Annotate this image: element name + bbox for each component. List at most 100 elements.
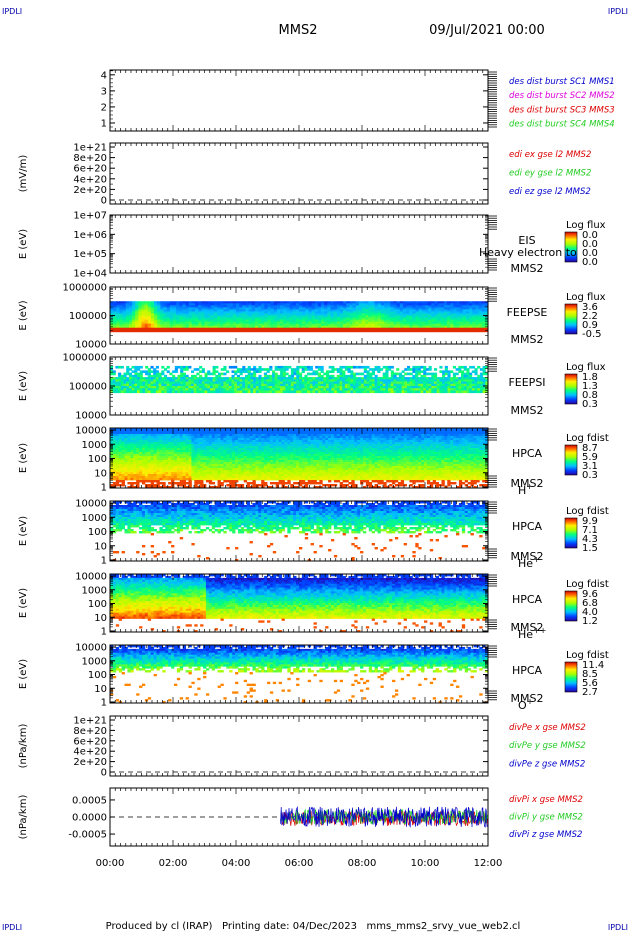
spectrogram-cell xyxy=(236,368,240,371)
spectrogram-cell xyxy=(217,303,221,306)
spectrogram-cell xyxy=(136,478,140,481)
spectrogram-cell xyxy=(127,446,131,449)
y-tick-label: 1000000 xyxy=(62,283,107,294)
spectrogram-cell xyxy=(139,381,143,385)
spectrogram-cell xyxy=(133,444,137,447)
spectrogram-cell xyxy=(209,377,213,380)
spectrogram-cell xyxy=(171,442,175,445)
spectrogram-cell xyxy=(311,305,316,308)
spectrogram-cell xyxy=(346,327,350,331)
spectrogram-cell xyxy=(385,370,389,374)
spectrogram-cell xyxy=(305,303,309,306)
spectrogram-cell xyxy=(188,301,193,304)
spectrogram-cell xyxy=(415,377,419,380)
spectrogram-cell xyxy=(326,372,330,376)
spectrogram-cell xyxy=(132,311,136,314)
spectrogram-cell xyxy=(145,365,149,369)
spectrogram-cell xyxy=(144,456,149,459)
spectrogram-cell xyxy=(404,377,408,380)
spectrogram-cell xyxy=(355,390,359,394)
spectrogram-cell xyxy=(136,482,140,485)
spectrogram-cell xyxy=(366,365,370,369)
spectrogram-cell xyxy=(121,456,125,459)
spectrogram-cell xyxy=(463,386,467,389)
spectrogram-cell xyxy=(466,368,470,371)
spectrogram-cell xyxy=(308,319,312,323)
spectrogram-cell xyxy=(475,303,479,306)
spectrogram-cell xyxy=(239,388,243,391)
spectrogram-cell xyxy=(339,325,344,329)
spectrogram-cell xyxy=(315,377,319,380)
spectrogram-cell xyxy=(144,448,149,451)
spectrogram-cell xyxy=(409,368,413,371)
spectrogram-cell xyxy=(456,313,461,316)
spectrogram-cell xyxy=(371,323,375,327)
spectrogram-cell xyxy=(425,303,429,306)
spectrogram-cell xyxy=(358,305,363,308)
spectrogram-cell xyxy=(124,472,128,475)
spectrogram-cell xyxy=(305,307,309,310)
spectrogram-cell xyxy=(112,444,117,447)
spectrogram-cell xyxy=(141,448,146,451)
spectrogram-cell xyxy=(456,301,461,304)
spectrogram-cell xyxy=(154,303,158,306)
spectrogram-cell xyxy=(374,379,378,382)
spectrogram-cell xyxy=(482,390,486,394)
spectrogram-cell xyxy=(299,323,303,327)
spectrogram-cell xyxy=(133,464,137,467)
spectrogram-cell xyxy=(276,325,281,329)
spectrogram-cell xyxy=(199,379,203,382)
spectrogram-cell xyxy=(119,301,123,304)
spectrogram-cell xyxy=(420,377,424,380)
spectrogram-cell xyxy=(128,323,133,327)
spectrogram-cell xyxy=(162,434,166,437)
spectrogram-cell xyxy=(158,379,162,382)
spectrogram-cell xyxy=(366,377,370,380)
spectrogram-cell xyxy=(144,466,149,469)
spectrogram-cell xyxy=(115,444,120,447)
spectrogram-cell xyxy=(185,323,190,327)
spectrogram-cell xyxy=(164,383,168,387)
spectrogram-cell xyxy=(185,327,190,331)
spectrogram-cell xyxy=(264,309,268,312)
spectrogram-cell xyxy=(425,307,429,310)
spectrogram-cell xyxy=(342,388,346,391)
spectrogram-cell xyxy=(218,388,222,391)
spectrogram-cell xyxy=(272,374,276,378)
spectrogram-cell xyxy=(195,311,199,314)
spectrogram-cell xyxy=(242,325,246,329)
spectrogram-cell xyxy=(355,315,360,318)
spectrogram-cell xyxy=(177,390,181,394)
spectrogram-cell xyxy=(236,319,240,323)
spectrogram-cell xyxy=(331,383,335,387)
spectrogram-cell xyxy=(374,307,379,310)
y-tick-label: 4 xyxy=(101,70,107,81)
spectrogram-cell xyxy=(226,307,231,310)
spectrogram-cell xyxy=(144,444,149,447)
spectrogram-cell xyxy=(396,390,400,394)
spectrogram-cell xyxy=(250,368,254,371)
spectrogram-cell xyxy=(333,315,338,318)
spectrogram-cell xyxy=(280,381,284,385)
spectrogram-cell xyxy=(210,323,215,327)
spectrogram-cell xyxy=(276,303,281,306)
spectrogram-cell xyxy=(128,319,133,323)
spectrogram-cell xyxy=(163,309,168,312)
spectrogram-cell xyxy=(320,377,324,380)
spectrogram-cell xyxy=(343,303,347,306)
spectrogram-cell xyxy=(177,388,181,391)
spectrogram-cell xyxy=(245,311,249,314)
spectrogram-cell xyxy=(323,372,327,376)
spectrogram-cell xyxy=(245,301,249,304)
spectrogram-cell xyxy=(417,386,421,389)
spectrogram-cell xyxy=(385,379,389,382)
spectrogram-cell xyxy=(179,317,183,320)
spectrogram-cell xyxy=(299,317,303,320)
spectrogram-cell xyxy=(390,313,394,316)
spectrogram-cell xyxy=(165,464,169,467)
spectrogram-cell xyxy=(229,303,234,306)
spectrogram-cell xyxy=(479,368,483,371)
spectrogram-cell xyxy=(305,305,309,308)
spectrogram-cell xyxy=(272,377,276,380)
spectrogram-cell xyxy=(236,309,240,312)
